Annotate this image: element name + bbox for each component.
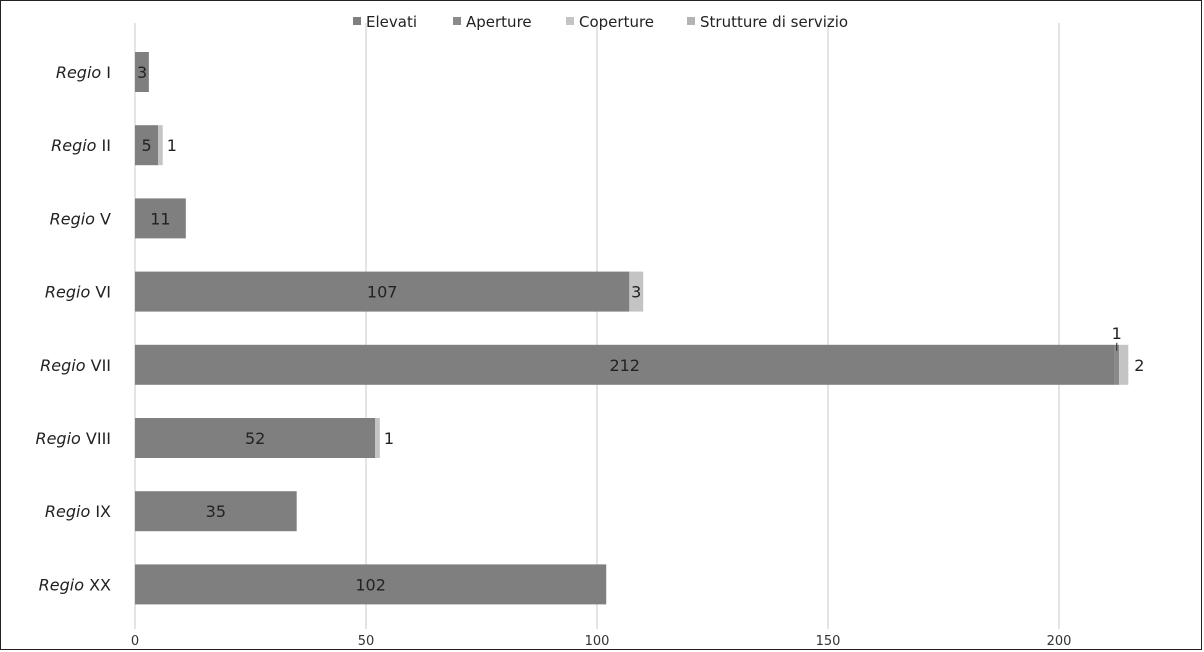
legend-label: Elevati (366, 13, 417, 31)
category-numeral: VI (90, 283, 111, 302)
data-label: 35 (206, 502, 226, 521)
legend-swatch (687, 17, 695, 25)
legend: Elevati Aperture Coperture Strutture di ser… (353, 13, 848, 31)
category-prefix: Regio (56, 63, 102, 82)
bars (135, 52, 1129, 605)
bar-segment (1114, 344, 1120, 385)
bar-segment (135, 491, 297, 532)
category-label: Regio XX (39, 575, 111, 594)
category-prefix: Regio (45, 283, 91, 302)
bar-segment (135, 418, 376, 458)
bar-segment (1119, 344, 1129, 385)
category-label: Regio IX (45, 502, 111, 521)
data-label: 1 (167, 136, 177, 155)
data-label: 3 (137, 63, 147, 82)
data-label: 3 (631, 283, 641, 302)
x-tick-label: 50 (358, 634, 375, 649)
category-prefix: Regio (39, 575, 85, 594)
data-label: 5 (141, 136, 151, 155)
category-label: Regio II (51, 136, 111, 155)
x-tick-label: 100 (585, 634, 610, 649)
category-numeral: IX (90, 502, 111, 521)
category-prefix: Regio (51, 136, 97, 155)
bar-segment (135, 344, 1115, 385)
data-label: 1 (384, 429, 394, 448)
legend-label: Coperture (579, 13, 654, 31)
legend-label: Aperture (466, 13, 532, 31)
bar-segment (375, 418, 380, 458)
bar-segment (158, 125, 163, 166)
bar-segment (135, 271, 630, 312)
category-numeral: VII (86, 356, 111, 375)
data-label: 52 (245, 429, 265, 448)
bar-segment (135, 198, 186, 239)
data-label: 1 (1112, 324, 1122, 343)
grid-lines (134, 23, 1060, 629)
category-label: Regio VII (40, 356, 111, 375)
x-tick-label: 0 (131, 634, 139, 649)
legend-label: Strutture di servizio (700, 13, 848, 31)
category-prefix: Regio (45, 502, 91, 521)
category-prefix: Regio (50, 209, 96, 228)
x-tick-label: 200 (1047, 634, 1072, 649)
x-axis-ticks: 0 50 100 150 200 (131, 634, 1072, 649)
data-label: 2 (1134, 356, 1144, 375)
category-label: Regio V (50, 209, 111, 228)
bar-segment (629, 271, 644, 312)
bar-segment (135, 564, 607, 605)
category-label: Regio VIII (35, 429, 111, 448)
data-label: 212 (609, 356, 640, 375)
category-numeral: I (101, 63, 111, 82)
data-label: 107 (367, 283, 398, 302)
category-numeral: XX (84, 575, 111, 594)
bar-segment (135, 52, 149, 92)
category-numeral: VIII (81, 429, 111, 448)
legend-swatch (566, 17, 574, 25)
data-label: 102 (355, 575, 386, 594)
bar-segment (135, 125, 159, 166)
data-label: 11 (150, 209, 170, 228)
category-prefix: Regio (40, 356, 86, 375)
category-label: Regio I (56, 63, 111, 82)
x-tick-label: 150 (816, 634, 841, 649)
category-numeral: V (95, 209, 111, 228)
legend-swatch (353, 17, 361, 25)
category-prefix: Regio (35, 429, 81, 448)
legend-swatch (453, 17, 461, 25)
category-numeral: II (96, 136, 111, 155)
category-label: Regio VI (45, 283, 111, 302)
